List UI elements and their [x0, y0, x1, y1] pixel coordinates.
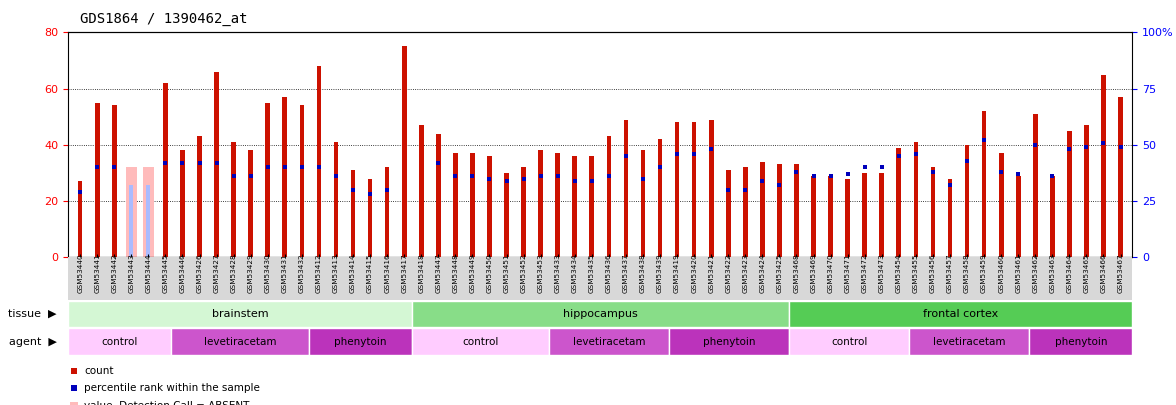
Text: hippocampus: hippocampus [563, 309, 637, 319]
Bar [129, 185, 133, 257]
Text: value, Detection Call = ABSENT: value, Detection Call = ABSENT [85, 401, 249, 405]
Bar [964, 145, 969, 257]
Bar [412, 301, 789, 327]
Bar [248, 150, 253, 257]
Text: phenytoin: phenytoin [334, 337, 386, 347]
Bar [368, 179, 373, 257]
Text: phenytoin: phenytoin [1055, 337, 1108, 347]
Bar [789, 328, 909, 355]
Bar [777, 164, 782, 257]
Bar [607, 136, 612, 257]
Bar [709, 119, 714, 257]
Text: GDS1864 / 1390462_at: GDS1864 / 1390462_at [80, 12, 247, 26]
Bar [909, 328, 1029, 355]
Bar [142, 167, 154, 257]
Text: agent  ▶: agent ▶ [8, 337, 56, 347]
Text: brainstem: brainstem [212, 309, 268, 319]
Bar [1084, 125, 1089, 257]
Bar [78, 181, 82, 257]
Bar [982, 111, 987, 257]
Bar [453, 153, 457, 257]
Bar [549, 328, 669, 355]
Bar [675, 122, 680, 257]
Bar [419, 125, 423, 257]
Bar [846, 179, 850, 257]
Bar [470, 153, 475, 257]
Bar [1029, 328, 1132, 355]
Bar [412, 328, 549, 355]
Bar [641, 150, 646, 257]
Bar [589, 156, 594, 257]
Bar [1016, 176, 1021, 257]
Bar [232, 142, 236, 257]
Text: phenytoin: phenytoin [703, 337, 755, 347]
Bar [811, 176, 816, 257]
Bar [163, 83, 168, 257]
Bar [95, 102, 100, 257]
Bar [308, 328, 412, 355]
Bar [789, 301, 1132, 327]
Bar [896, 147, 901, 257]
Text: levetiracetam: levetiracetam [203, 337, 276, 347]
Bar [998, 153, 1003, 257]
Text: control: control [101, 337, 138, 347]
Bar [436, 134, 441, 257]
Bar [214, 72, 219, 257]
Bar [68, 328, 172, 355]
Text: control: control [462, 337, 499, 347]
Bar [198, 136, 202, 257]
Bar [555, 153, 560, 257]
Bar [623, 119, 628, 257]
Bar [794, 164, 799, 257]
Bar [68, 301, 412, 327]
Bar [300, 105, 305, 257]
Bar [71, 402, 78, 405]
Bar [180, 150, 185, 257]
Bar [282, 97, 287, 257]
Bar [172, 328, 308, 355]
Bar [669, 328, 789, 355]
Bar [334, 142, 339, 257]
Bar [930, 167, 935, 257]
Bar [112, 105, 116, 257]
Bar [487, 156, 492, 257]
Bar [948, 179, 953, 257]
Bar [146, 185, 151, 257]
Text: levetiracetam: levetiracetam [934, 337, 1005, 347]
Text: levetiracetam: levetiracetam [573, 337, 646, 347]
Bar [691, 122, 696, 257]
Bar [1118, 97, 1123, 257]
Bar [1101, 75, 1105, 257]
Bar [743, 167, 748, 257]
Bar [760, 162, 764, 257]
Text: count: count [85, 366, 114, 375]
Bar [402, 47, 407, 257]
Bar [350, 170, 355, 257]
Bar [828, 176, 833, 257]
Bar [385, 167, 389, 257]
Text: frontal cortex: frontal cortex [923, 309, 998, 319]
Bar [1033, 114, 1037, 257]
Bar [266, 102, 270, 257]
Bar [126, 167, 136, 257]
Bar [1067, 131, 1071, 257]
Text: control: control [831, 337, 868, 347]
Bar [316, 66, 321, 257]
Bar [1050, 176, 1055, 257]
Bar [539, 150, 543, 257]
Bar [726, 170, 730, 257]
Bar [862, 173, 867, 257]
Text: percentile rank within the sample: percentile rank within the sample [85, 383, 260, 393]
Bar [521, 167, 526, 257]
Bar [914, 142, 918, 257]
Bar [657, 139, 662, 257]
Text: tissue  ▶: tissue ▶ [8, 309, 56, 319]
Bar [573, 156, 577, 257]
Bar [505, 173, 509, 257]
Bar [880, 173, 884, 257]
